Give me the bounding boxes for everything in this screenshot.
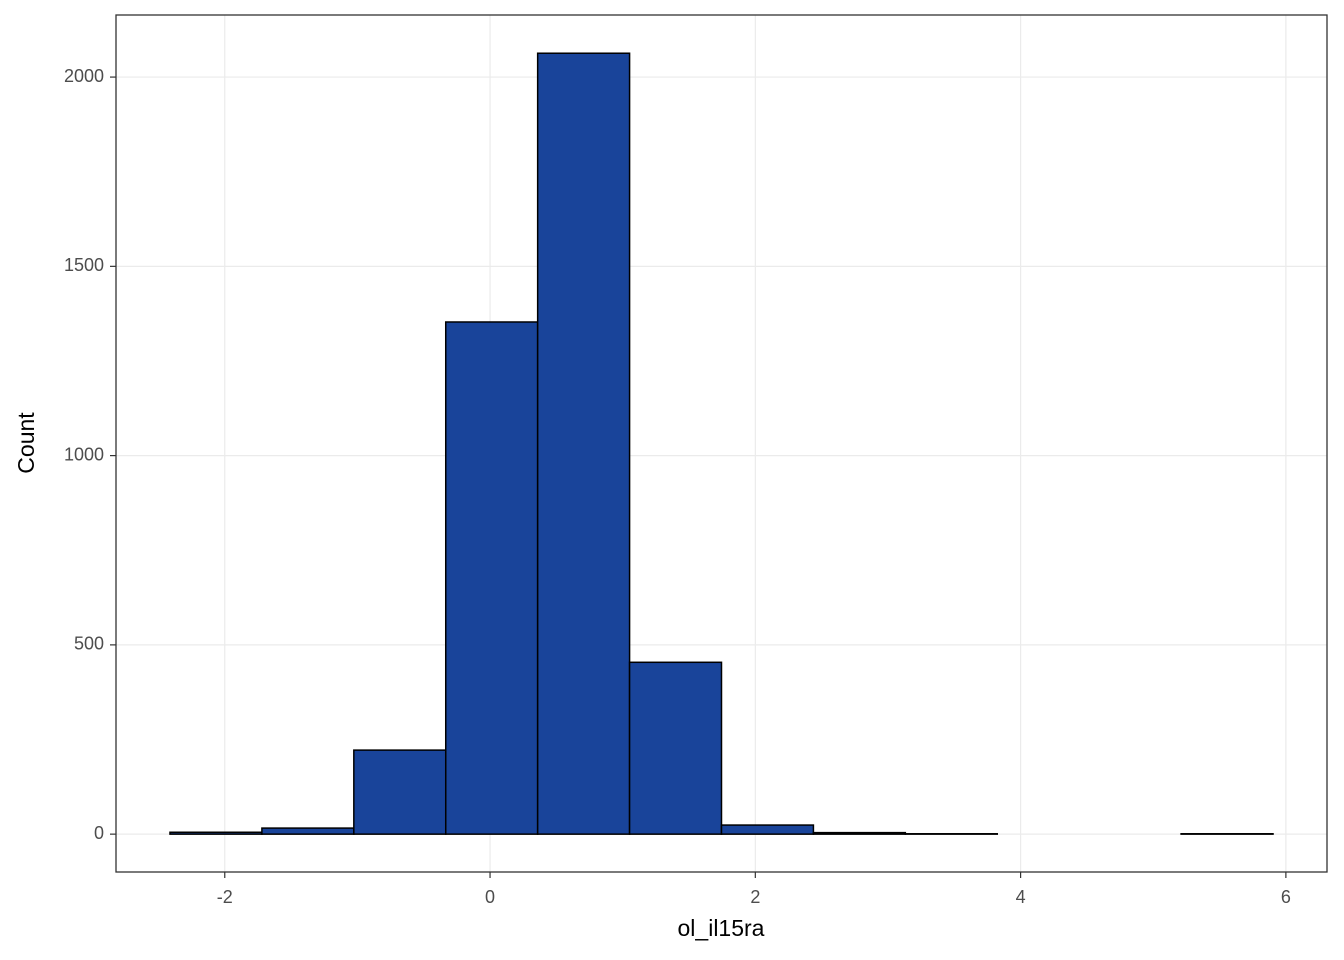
y-tick-label: 1000 xyxy=(64,444,104,464)
bar xyxy=(169,831,263,835)
plot-border xyxy=(115,14,1328,873)
bar xyxy=(812,831,907,835)
x-tick-label: 6 xyxy=(1281,887,1291,907)
y-axis-title: Count xyxy=(13,412,39,474)
bar xyxy=(353,749,447,835)
x-tick-label: 4 xyxy=(1016,887,1026,907)
bar xyxy=(261,827,355,835)
x-tick-label: 2 xyxy=(750,887,760,907)
y-tick-label: 2000 xyxy=(64,66,104,86)
bar xyxy=(444,321,539,835)
bar xyxy=(628,661,723,835)
bar xyxy=(720,824,815,835)
bar xyxy=(536,52,631,835)
x-axis-title: ol_il15ra xyxy=(678,915,765,941)
y-tick-label: 1500 xyxy=(64,255,104,275)
x-tick-label: 0 xyxy=(485,887,495,907)
x-tick-label: -2 xyxy=(217,887,233,907)
y-tick-label: 500 xyxy=(74,634,104,654)
y-tick-label: 0 xyxy=(94,823,104,843)
